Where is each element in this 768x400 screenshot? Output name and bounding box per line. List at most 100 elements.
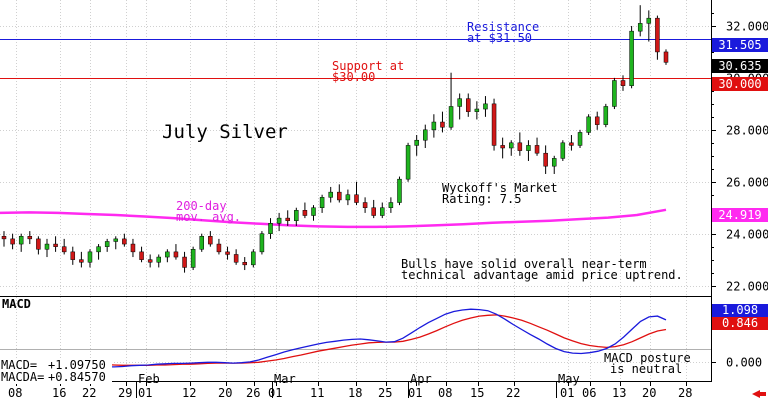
price-candle <box>354 181 359 206</box>
price-candle <box>225 246 230 260</box>
rating-label-line2: Rating: 7.5 <box>442 192 521 206</box>
support-value-box: 30.000 <box>712 77 768 91</box>
month-label: May <box>558 372 580 386</box>
price-tick-label: 24.000 <box>726 228 768 242</box>
price-candle <box>79 251 84 268</box>
x-tick-label: 22 <box>506 386 520 400</box>
price-candle <box>362 197 368 213</box>
price-candle <box>319 194 325 213</box>
x-tick-label: 28 <box>678 386 692 400</box>
price-candle <box>491 98 497 151</box>
price-candle <box>534 137 540 156</box>
signal-legend-label: MACDA= <box>1 370 44 384</box>
chart-title: July Silver <box>162 121 288 143</box>
macd-lines <box>3 308 667 368</box>
price-candle <box>526 140 531 161</box>
price-candle <box>586 114 591 136</box>
price-candle <box>629 25 634 89</box>
price-candle <box>182 251 187 273</box>
price-tick-label: 22.000 <box>726 280 768 294</box>
x-tick-label: 26 <box>246 386 260 400</box>
resistance-value-box: 31.505 <box>712 38 768 52</box>
x-tick-label: 22 <box>82 386 96 400</box>
price-candle <box>560 140 566 161</box>
x-tick-label: 06 <box>582 386 596 400</box>
macd-signal-line <box>4 314 667 366</box>
macd-value-box: 1.098 <box>712 303 768 317</box>
price-candle <box>173 244 179 260</box>
price-candle <box>337 184 342 203</box>
price-candle <box>612 77 617 110</box>
resistance-label-line1: Resistance <box>467 20 539 34</box>
svg-text:0.846: 0.846 <box>722 316 758 330</box>
date-axis: 08 16 22 29 01 12 20 26 01 11 18 25 01 08 15 22 01 06 13 20… <box>8 372 692 400</box>
price-candle <box>233 249 239 265</box>
price-candle <box>156 254 162 268</box>
price-candle <box>423 124 428 148</box>
price-candle <box>328 186 333 203</box>
x-tick-label: 08 <box>8 386 22 400</box>
last-price-box: 30.635 <box>712 59 768 73</box>
price-candle <box>655 15 660 60</box>
macd-legend-label: MACD= <box>1 358 37 372</box>
price-candle <box>53 236 58 252</box>
macd-panel-label: MACD <box>2 297 31 311</box>
x-tick-label: 12 <box>182 386 196 400</box>
price-candle <box>620 75 626 91</box>
sma-label-line1: 200-day <box>176 199 227 213</box>
price-candle <box>345 189 351 206</box>
price-candle <box>431 114 437 138</box>
x-tick-label: 01 <box>408 386 422 400</box>
svg-text:31.505: 31.505 <box>718 38 761 52</box>
price-candle <box>405 142 411 182</box>
price-candle <box>36 236 41 255</box>
price-candle <box>517 132 523 156</box>
price-candle <box>577 129 583 148</box>
price-candle <box>663 49 669 65</box>
signal-legend-value: +0.84570 <box>48 370 106 384</box>
svg-text:30.000: 30.000 <box>718 77 761 91</box>
month-label: Apr <box>410 372 432 386</box>
price-candle <box>448 72 454 130</box>
price-candle <box>285 210 290 226</box>
price-candle <box>268 218 273 239</box>
price-candle <box>96 244 101 260</box>
scroll-arrow-icon[interactable] <box>752 390 766 398</box>
price-candle <box>18 233 24 252</box>
price-candle <box>87 249 93 268</box>
price-candle <box>603 103 609 128</box>
x-tick-label: 29 <box>118 386 132 400</box>
macd-note-line1: MACD posture <box>604 351 691 365</box>
price-candle <box>414 135 419 156</box>
price-candle <box>147 254 153 268</box>
x-tick-label: 25 <box>378 386 392 400</box>
price-candle <box>440 111 445 133</box>
price-candle <box>216 238 222 255</box>
rating-label-line1: Wyckoff's Market <box>442 181 558 195</box>
support-label-line1: Support at <box>332 59 404 73</box>
price-candle <box>466 93 471 117</box>
sma-200-path <box>0 208 667 229</box>
price-candle <box>251 249 256 268</box>
price-candle <box>569 135 574 151</box>
price-candle <box>1 231 7 247</box>
price-candle <box>130 238 136 258</box>
x-tick-label: 20 <box>218 386 232 400</box>
price-candle <box>371 199 376 219</box>
price-candle <box>483 96 488 117</box>
svg-text:24.919: 24.919 <box>718 208 761 222</box>
x-tick-label: 13 <box>612 386 626 400</box>
price-candle <box>44 238 50 258</box>
price-candle <box>500 137 505 159</box>
price-candle <box>551 155 557 174</box>
price-candle <box>474 101 480 120</box>
price-candle <box>276 212 282 232</box>
sma-value-box: 24.919 <box>712 208 768 222</box>
price-candle <box>311 205 316 221</box>
x-tick-label: 11 <box>310 386 324 400</box>
price-candle <box>646 10 652 42</box>
price-candle <box>259 231 265 255</box>
price-candle <box>10 233 15 250</box>
price-candle <box>70 246 76 265</box>
